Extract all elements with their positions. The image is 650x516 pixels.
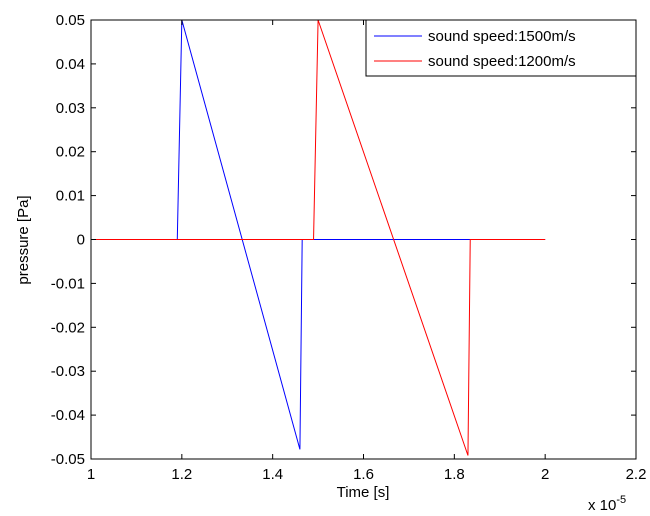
x-axis-multiplier: x 10-5 xyxy=(588,494,626,514)
y-tick-label: 0.04 xyxy=(56,56,85,73)
legend-box xyxy=(365,19,637,77)
legend-label-1: sound speed:1500m/s xyxy=(428,28,576,45)
y-tick-label: -0.03 xyxy=(51,363,85,380)
legend: sound speed:1500m/s sound speed:1200m/s xyxy=(365,19,637,77)
y-tick-label: 0 xyxy=(77,232,85,249)
x-axis-label: Time [s] xyxy=(337,484,390,501)
x-axis-multiplier-base: x 10 xyxy=(588,497,616,514)
x-tick-label: 2.2 xyxy=(626,466,647,483)
x-tick-label: 1.4 xyxy=(262,466,283,483)
y-tick-label: -0.05 xyxy=(51,451,85,468)
y-tick-label: -0.02 xyxy=(51,319,85,336)
series-layer xyxy=(91,19,546,456)
x-tick-label: 1.2 xyxy=(171,466,192,483)
x-tick-label: 1.6 xyxy=(353,466,374,483)
y-tick-label: 0.05 xyxy=(56,12,85,29)
x-axis-multiplier-exponent: -5 xyxy=(616,494,626,506)
y-tick-label: -0.04 xyxy=(51,407,85,424)
y-axis-label: pressure [Pa] xyxy=(15,195,32,284)
y-tick-label: 0.01 xyxy=(56,188,85,205)
y-tick-label: 0.02 xyxy=(56,144,85,161)
series-line-2 xyxy=(91,19,546,456)
legend-label-2: sound speed:1200m/s xyxy=(428,53,576,70)
x-tick-label: 1.8 xyxy=(444,466,465,483)
y-tick-label: 0.03 xyxy=(56,100,85,117)
x-tick-label: 2 xyxy=(541,466,549,483)
y-tick-label: -0.01 xyxy=(51,275,85,292)
x-tick-label: 1 xyxy=(87,466,95,483)
tick-labels-layer: 1 1.2 1.4 1.6 1.8 2 2.2 0.05 0.04 0.03 0.02 0.01 0 -0… xyxy=(51,12,647,483)
